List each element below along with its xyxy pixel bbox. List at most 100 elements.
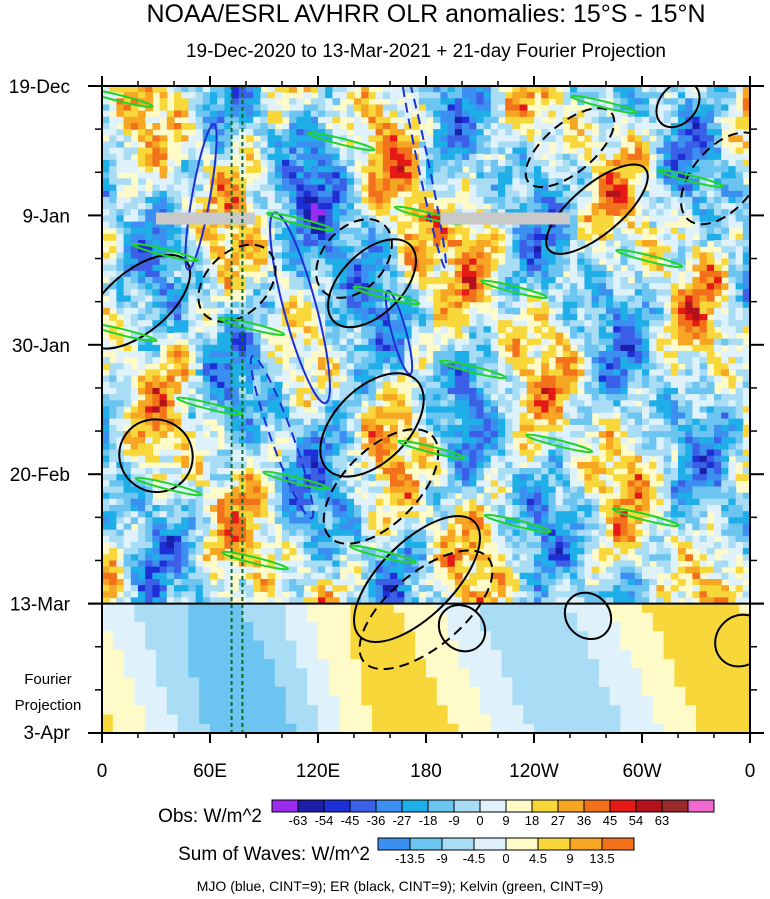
anomaly-cell bbox=[217, 387, 225, 395]
anomaly-cell bbox=[606, 240, 614, 247]
anomaly-cell bbox=[310, 147, 319, 155]
anomaly-cell bbox=[354, 240, 362, 247]
anomaly-cell bbox=[332, 443, 341, 451]
anomaly-cell bbox=[548, 295, 557, 303]
anomaly-cell bbox=[159, 166, 168, 173]
anomaly-cell bbox=[282, 209, 290, 216]
anomaly-cell bbox=[390, 209, 398, 216]
anomaly-cell bbox=[728, 344, 737, 352]
anomaly-cell bbox=[447, 264, 456, 272]
anomaly-cell bbox=[253, 104, 261, 112]
anomaly-cell bbox=[354, 215, 362, 223]
anomaly-cell bbox=[274, 233, 283, 241]
anomaly-cell bbox=[390, 375, 398, 383]
anomaly-cell bbox=[246, 110, 254, 118]
anomaly-cell bbox=[282, 400, 290, 408]
anomaly-cell bbox=[548, 406, 557, 414]
anomaly-cell bbox=[188, 141, 197, 149]
anomaly-cell bbox=[570, 406, 578, 414]
anomaly-cell bbox=[375, 474, 384, 481]
anomaly-cell bbox=[339, 258, 348, 266]
anomaly-cell bbox=[166, 264, 175, 272]
anomaly-cell bbox=[181, 166, 189, 173]
anomaly-cell bbox=[606, 418, 614, 426]
anomaly-cell bbox=[303, 455, 312, 463]
anomaly-cell bbox=[202, 166, 211, 173]
anomaly-cell bbox=[462, 431, 470, 438]
anomaly-cell bbox=[339, 307, 348, 315]
anomaly-cell bbox=[238, 123, 247, 130]
anomaly-cell bbox=[332, 221, 341, 229]
anomaly-cell bbox=[584, 381, 593, 389]
anomaly-cell bbox=[454, 283, 463, 290]
anomaly-cell bbox=[426, 110, 434, 118]
anomaly-cell bbox=[642, 283, 650, 290]
anomaly-cell bbox=[692, 424, 701, 432]
anomaly-cell bbox=[433, 270, 441, 278]
anomaly-cell bbox=[368, 277, 377, 284]
anomaly-cell bbox=[613, 203, 621, 210]
anomaly-cell bbox=[116, 320, 125, 327]
anomaly-cell bbox=[296, 363, 305, 371]
anomaly-cell bbox=[534, 172, 542, 180]
anomaly-cell bbox=[714, 264, 722, 272]
anomaly-cell bbox=[310, 141, 319, 149]
anomaly-cell bbox=[656, 252, 665, 260]
anomaly-cell bbox=[447, 172, 456, 180]
anomaly-cell bbox=[224, 474, 233, 481]
anomaly-cell bbox=[519, 178, 528, 186]
anomaly-cell bbox=[498, 338, 506, 346]
anomaly-cell bbox=[555, 314, 564, 321]
anomaly-cell bbox=[123, 178, 132, 186]
anomaly-cell bbox=[390, 123, 398, 130]
anomaly-cell bbox=[159, 394, 168, 401]
anomaly-cell bbox=[692, 351, 701, 358]
anomaly-cell bbox=[116, 135, 125, 143]
anomaly-cell bbox=[483, 172, 492, 180]
anomaly-cell bbox=[195, 351, 204, 358]
anomaly-cell bbox=[224, 104, 233, 112]
anomaly-cell bbox=[656, 209, 665, 216]
anomaly-cell bbox=[109, 406, 117, 414]
anomaly-cell bbox=[490, 98, 499, 106]
anomaly-cell bbox=[382, 474, 391, 481]
anomaly-cell bbox=[318, 443, 326, 451]
anomaly-cell bbox=[181, 135, 189, 143]
anomaly-cell bbox=[562, 468, 571, 475]
anomaly-cell bbox=[584, 178, 593, 186]
anomaly-cell bbox=[476, 357, 485, 364]
anomaly-cell bbox=[670, 246, 679, 253]
anomaly-cell bbox=[325, 338, 333, 346]
anomaly-cell bbox=[224, 406, 233, 414]
anomaly-cell bbox=[714, 221, 722, 229]
anomaly-cell bbox=[130, 474, 139, 481]
anomaly-cell bbox=[109, 209, 117, 216]
anomaly-cell bbox=[649, 406, 657, 414]
anomaly-cell bbox=[462, 449, 470, 457]
anomaly-cell bbox=[548, 123, 557, 130]
anomaly-cell bbox=[310, 474, 319, 481]
anomaly-cell bbox=[606, 86, 614, 93]
anomaly-cell bbox=[202, 141, 211, 149]
anomaly-cell bbox=[735, 314, 744, 321]
anomaly-cell bbox=[138, 468, 146, 475]
anomaly-cell bbox=[375, 375, 384, 383]
anomaly-cell bbox=[505, 110, 513, 118]
anomaly-cell bbox=[613, 307, 621, 315]
anomaly-cell bbox=[102, 449, 110, 457]
anomaly-cell bbox=[548, 400, 557, 408]
anomaly-cell bbox=[562, 233, 571, 241]
anomaly-cell bbox=[217, 233, 225, 241]
anomaly-cell bbox=[181, 227, 189, 235]
anomaly-cell bbox=[224, 338, 233, 346]
anomaly-cell bbox=[202, 264, 211, 272]
anomaly-cell bbox=[663, 283, 672, 290]
anomaly-cell bbox=[462, 110, 470, 118]
anomaly-cell bbox=[433, 86, 441, 93]
anomaly-cell bbox=[188, 314, 197, 321]
anomaly-cell bbox=[454, 135, 463, 143]
anomaly-cell bbox=[109, 369, 117, 377]
anomaly-cell bbox=[296, 196, 305, 204]
anomaly-cell bbox=[692, 301, 701, 309]
anomaly-cell bbox=[195, 406, 204, 414]
